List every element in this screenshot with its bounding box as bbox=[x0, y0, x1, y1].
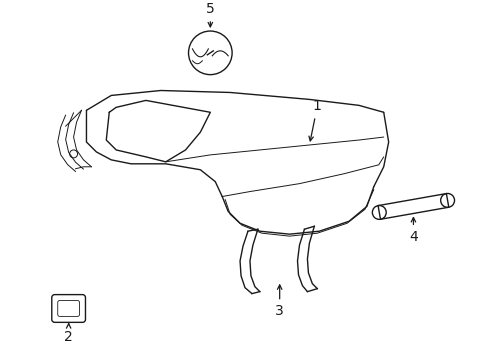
Text: 4: 4 bbox=[409, 217, 418, 244]
Text: 2: 2 bbox=[64, 324, 73, 344]
Text: 1: 1 bbox=[309, 99, 322, 141]
Text: 5: 5 bbox=[206, 2, 215, 27]
Text: 3: 3 bbox=[275, 285, 284, 318]
